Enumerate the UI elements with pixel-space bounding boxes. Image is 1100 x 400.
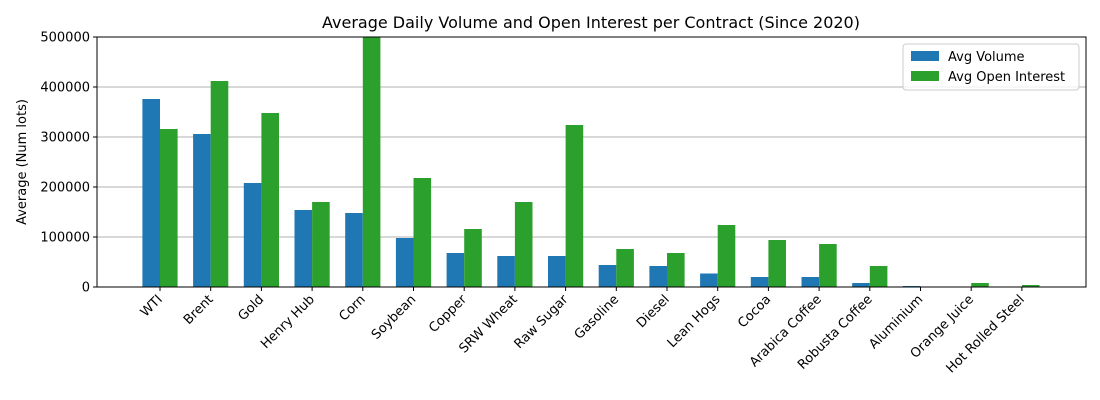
- bar-avg-open-interest: [1021, 285, 1040, 287]
- bar-avg-open-interest: [717, 225, 736, 287]
- bar-avg-volume: [598, 265, 617, 287]
- bar-avg-open-interest: [971, 283, 989, 287]
- plot-frame: [96, 36, 1087, 288]
- bar-avg-open-interest: [464, 229, 482, 287]
- legend-label: Avg Open Interest: [948, 70, 1065, 85]
- y-tick-label: 400000: [40, 81, 90, 96]
- bar-avg-open-interest: [160, 129, 178, 287]
- bar-avg-open-interest: [312, 202, 330, 287]
- bar-avg-volume: [294, 210, 313, 287]
- bars: [142, 37, 1040, 287]
- legend: Avg Volume Avg Open Interest: [902, 43, 1080, 91]
- y-tick-label: 500000: [40, 31, 90, 46]
- chart-title: Average Daily Volume and Open Interest p…: [322, 13, 860, 32]
- y-tick-label: 100000: [40, 231, 90, 246]
- legend-box: [902, 43, 1080, 91]
- bar-avg-open-interest: [362, 37, 381, 287]
- bar-avg-volume: [801, 277, 820, 287]
- bar-avg-volume: [345, 213, 363, 287]
- bar-avg-open-interest: [210, 81, 229, 287]
- axes: [96, 36, 1087, 288]
- bar-avg-open-interest: [667, 253, 685, 287]
- bar-avg-volume: [852, 283, 870, 287]
- bar-avg-volume: [446, 253, 465, 287]
- bar-avg-open-interest: [514, 202, 533, 287]
- bar-avg-volume: [548, 256, 566, 287]
- bar-avg-open-interest: [819, 244, 837, 287]
- y-tick-label: 0: [82, 281, 90, 296]
- bar-avg-volume: [395, 238, 414, 287]
- y-tick-label: 200000: [40, 181, 90, 196]
- bar-avg-open-interest: [261, 113, 279, 287]
- bar-avg-volume: [142, 99, 160, 287]
- bar-avg-open-interest: [869, 266, 888, 287]
- bar-avg-open-interest: [413, 178, 432, 287]
- legend-swatch: [911, 51, 939, 61]
- bar-avg-open-interest: [565, 125, 584, 287]
- bar-avg-volume: [750, 277, 769, 287]
- legend-label: Avg Volume: [948, 50, 1025, 65]
- bar-avg-volume: [243, 183, 262, 287]
- bar-avg-open-interest: [768, 240, 786, 287]
- bar-avg-volume: [193, 134, 211, 287]
- bar-avg-open-interest: [616, 249, 634, 287]
- y-tick-label: 300000: [40, 131, 90, 146]
- legend-swatch: [911, 71, 939, 81]
- bar-avg-volume: [700, 273, 718, 287]
- bar-avg-volume: [497, 256, 515, 287]
- y-axis-ticks: 0 100000 200000 300000 400000 500000: [40, 31, 97, 296]
- y-axis-label: Average (Num lots): [15, 99, 30, 225]
- bar-avg-volume: [649, 266, 667, 287]
